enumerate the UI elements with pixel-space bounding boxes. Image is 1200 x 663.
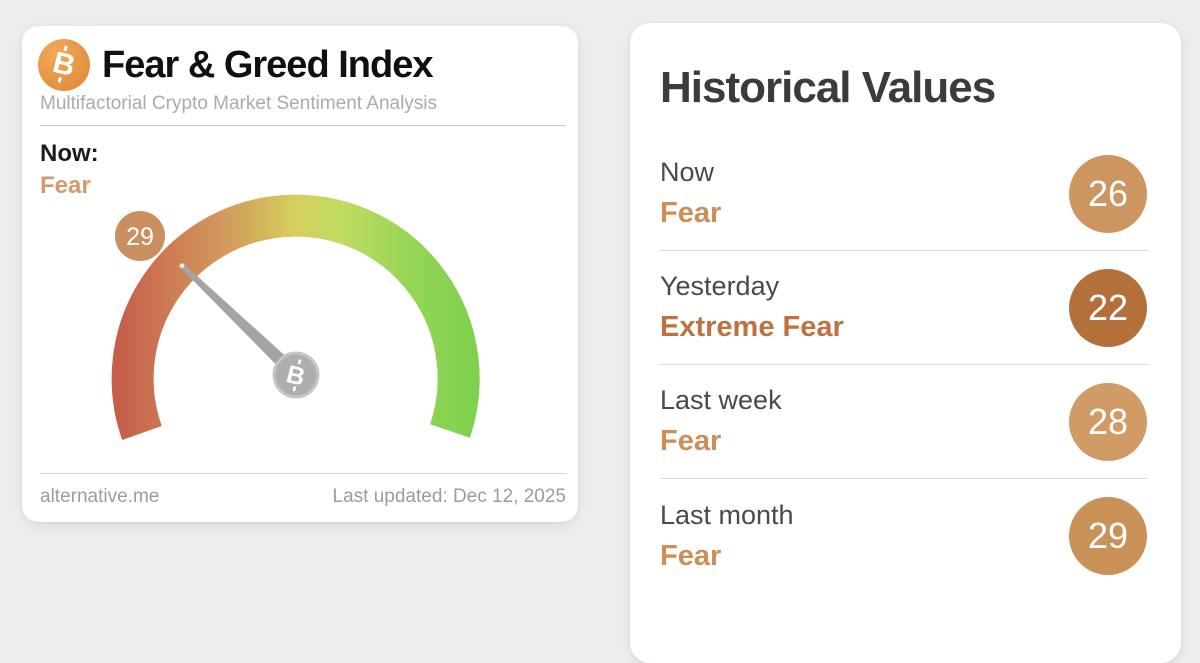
gauge-value-text: 29 — [126, 223, 154, 251]
historical-row-now: Now Fear 26 — [660, 137, 1148, 251]
gauge-arc — [111, 194, 480, 440]
value-badge: 22 — [1069, 268, 1147, 347]
gauge-needle — [179, 263, 303, 382]
gauge-card-header: B Fear & Greed Index — [22, 26, 578, 91]
now-label: Now: — [40, 140, 99, 167]
historical-row-yesterday: Yesterday Extreme Fear 22 — [660, 251, 1148, 365]
bitcoin-icon: B — [38, 39, 90, 91]
value-badge: 28 — [1069, 382, 1147, 461]
card-subtitle: Multifactorial Crypto Market Sentiment A… — [40, 93, 438, 114]
last-updated-text: Last updated: Dec 12, 2025 — [332, 486, 566, 507]
gauge-value-badge: 29 — [115, 211, 165, 261]
header-divider — [40, 125, 566, 126]
value-badge: 26 — [1069, 154, 1147, 233]
row-classification: Fear — [660, 539, 722, 572]
gauge-svg: B 29 — [111, 194, 480, 440]
now-classification: Fear — [40, 172, 91, 199]
historical-row-last-month: Last month Fear 29 — [660, 479, 1148, 593]
bitcoin-glyph: B — [49, 45, 79, 84]
row-label: Yesterday — [660, 271, 780, 301]
row-label: Last week — [660, 385, 782, 415]
footer-divider — [40, 473, 566, 474]
gauge: B 29 — [100, 190, 500, 470]
row-classification: Fear — [660, 197, 722, 229]
row-label: Last month — [660, 499, 794, 530]
row-classification: Extreme Fear — [660, 311, 844, 343]
historical-values-card: Historical Values Now Fear 26 Yesterday … — [630, 23, 1181, 663]
card-title: Fear & Greed Index — [102, 43, 433, 86]
source-link[interactable]: alternative.me — [40, 486, 160, 507]
fear-greed-index-card: B Fear & Greed Index Multifactorial Cryp… — [22, 26, 578, 522]
historical-rows: Now Fear 26 Yesterday Extreme Fear 22 La… — [660, 137, 1148, 593]
row-classification: Fear — [660, 425, 722, 457]
value-badge: 29 — [1069, 497, 1147, 575]
historical-values-title: Historical Values — [660, 63, 996, 112]
gauge-card-footer: alternative.me Last updated: Dec 12, 202… — [40, 486, 566, 508]
gauge-hub-bitcoin-icon: B — [272, 351, 320, 399]
row-label: Now — [660, 157, 715, 187]
historical-row-last-week: Last week Fear 28 — [660, 365, 1148, 479]
